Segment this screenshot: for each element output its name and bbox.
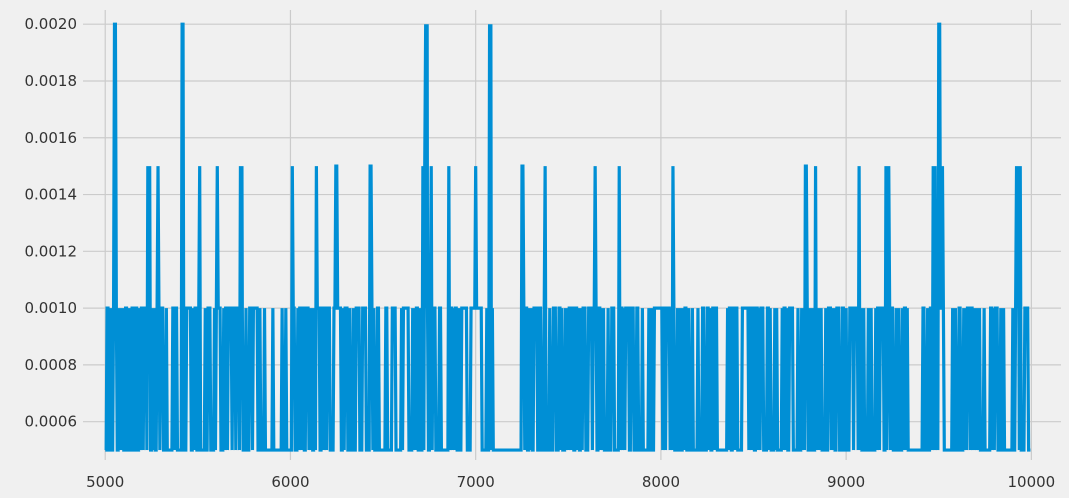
x-tick-label: 6000 xyxy=(271,473,309,491)
y-tick-label: 0.0020 xyxy=(25,15,78,33)
y-axis-tick-labels: 0.0006 0.0008 0.0010 0.0012 0.0014 0.0016 0.00… xyxy=(25,15,78,430)
series-path xyxy=(104,22,1031,452)
x-tick-label: 9000 xyxy=(827,473,865,491)
x-tick-label: 10000 xyxy=(1008,473,1056,491)
x-tick-label: 8000 xyxy=(642,473,680,491)
y-tick-label: 0.0010 xyxy=(25,299,78,317)
x-tick-label: 5000 xyxy=(86,473,124,491)
series-line xyxy=(104,22,1031,452)
y-tick-label: 0.0014 xyxy=(25,186,78,204)
y-tick-label: 0.0008 xyxy=(25,356,78,374)
x-tick-label: 7000 xyxy=(457,473,495,491)
y-tick-label: 0.0012 xyxy=(25,242,78,260)
y-tick-label: 0.0016 xyxy=(25,129,78,147)
y-tick-label: 0.0018 xyxy=(25,72,78,90)
y-tick-label: 0.0006 xyxy=(25,413,78,431)
x-axis-tick-labels: 5000 6000 7000 8000 9000 10000 xyxy=(86,473,1055,491)
